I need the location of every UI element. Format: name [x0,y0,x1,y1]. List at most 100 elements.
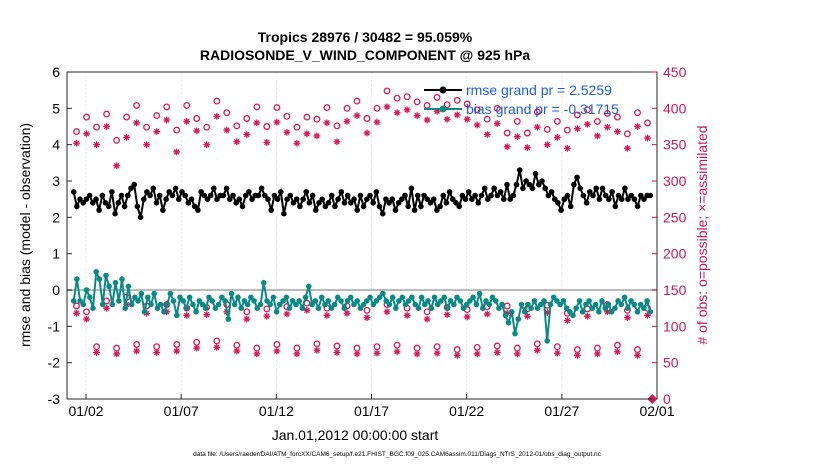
rmse-point [223,185,230,192]
bias-point [254,305,261,312]
bias-point [541,298,547,304]
rmse-point [383,196,389,202]
rmse-point [606,196,612,202]
rmse-point [338,189,345,195]
obs-possible-low [173,341,181,348]
bias-point [212,305,219,312]
obs-possible-high [533,108,541,116]
obs-possible-low [273,341,281,348]
obs-assimilated-stroke [83,316,90,322]
bias-point [199,301,206,308]
rmse-point [344,192,351,199]
bias-point [206,294,212,301]
obs-assimilated-stroke [494,349,501,356]
obs-assimilated-high [193,127,201,135]
bias-point [644,298,650,304]
obs-assimilated-low [443,311,451,319]
obs-possible-high [493,104,501,112]
obs-assimilated-low [323,312,331,319]
obs-assimilated-stroke [374,119,380,125]
bias-point [502,312,509,319]
bias-point [567,309,573,315]
rmse-point [179,189,185,195]
y-tick-label-right: 50 [663,355,679,371]
rmse-point [478,192,485,199]
rmse-point [615,192,622,199]
obs-possible-high [443,101,451,109]
rmse-point [354,207,361,213]
rmse-point [230,192,236,199]
bias-point [364,298,370,304]
obs-assimilated-stroke [514,133,521,140]
bias-point [286,305,293,312]
rmse-point [491,185,498,192]
bias-point [344,298,351,304]
rmse-point [278,189,284,195]
bias-point [170,298,177,304]
bias-point [347,294,354,301]
rmse-point [83,196,90,202]
bias-point [467,298,473,304]
bias-point [228,290,235,297]
obs-possible-high [473,106,481,114]
rmse-point [150,185,157,192]
rmse-point [392,207,399,213]
rmse-point [571,181,577,188]
bias-point [93,269,99,275]
bias-point [231,301,238,308]
x-tick-label: 01/02 [69,403,104,419]
rmse-point [475,200,482,206]
rmse-point [532,170,539,177]
rmse-point [271,192,278,199]
bias-point [454,294,460,301]
obs-possible-high [143,123,151,131]
obs-assimilated-stroke [414,112,420,119]
obs-possible-low [133,341,141,348]
rmse-point [427,200,434,206]
y-tick-label-left: 6 [52,64,60,80]
bias-point [296,298,303,304]
obs-assimilated-low [273,347,281,355]
obs-possible-high [433,93,441,101]
obs-assimilated-high [263,139,271,146]
obs-assimilated-high [543,141,551,149]
obs-assimilated-high [553,134,561,141]
bias-point [599,298,605,304]
bias-point [370,301,377,308]
rmse-point [195,207,201,213]
obs-assimilated-high [483,131,491,138]
bias-point [389,294,396,301]
rmse-point [169,192,176,199]
obs-assimilated-stroke [464,116,471,123]
bias-point [331,301,338,308]
legend-rmse-label: rmse grand pr = 2.5259 [466,82,612,98]
rmse-point [255,192,262,199]
bias-point [151,290,157,297]
obs-assimilated-high [493,120,501,127]
obs-possible-high [203,123,211,131]
obs-assimilated-low [313,346,321,354]
obs-possible-low [213,337,221,345]
rmse-point [297,203,303,210]
obs-possible-high [593,117,601,125]
obs-assimilated-stroke [624,145,631,152]
y-tick-label-right: 250 [663,209,687,225]
rmse-point [453,200,459,206]
bias-point [112,279,119,286]
obs-assimilated-stroke [444,311,450,318]
rmse-point [134,203,141,210]
obs-assimilated-stroke [394,348,400,355]
rmse-point [131,181,137,188]
bias-point [103,272,109,279]
rmse-point [112,210,118,217]
bias-point [161,309,167,315]
rmse-point [634,203,641,210]
bias-point [402,301,409,308]
bias-point [315,305,322,312]
obs-assimilated-low [193,344,201,352]
bias-point [157,301,164,308]
bias-point [534,305,541,312]
obs-possible-high [463,100,471,108]
obs-assimilated-low [574,352,581,359]
axis-ticks: -3 -2 -1 0 1 2 3 4 5 6 0 50 100 150 200 250 300 350 400 450… [48,64,687,419]
